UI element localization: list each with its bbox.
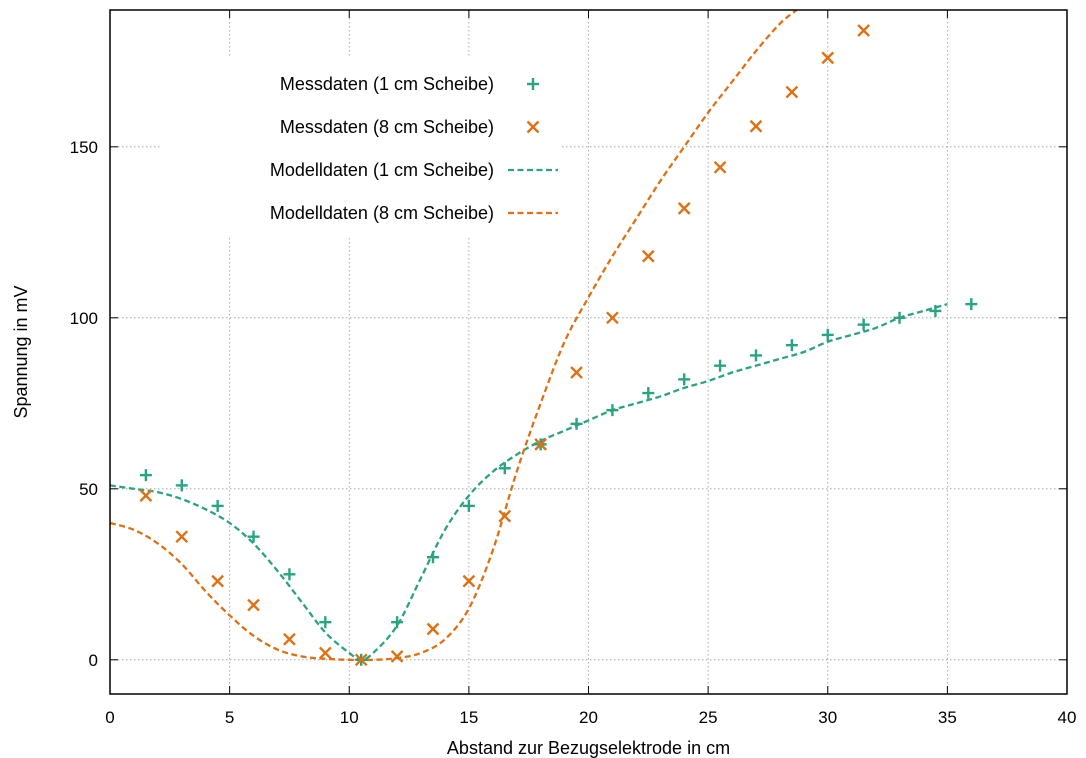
- data-point: [319, 616, 332, 629]
- x-tick-label: 0: [105, 708, 114, 727]
- legend-label: Messdaten (1 cm Scheibe): [280, 74, 494, 94]
- legend-symbol: [527, 78, 539, 90]
- grid: [110, 10, 1067, 694]
- data-point: [318, 646, 332, 660]
- y-tick-label: 100: [70, 309, 98, 328]
- data-point: [785, 339, 798, 352]
- y-axis-title: Spannung in mV: [11, 285, 31, 418]
- data-point: [462, 574, 476, 588]
- plot-frame: [109, 9, 1068, 695]
- data-point: [139, 469, 152, 482]
- marker-series-1: [139, 24, 870, 667]
- data-point: [606, 404, 619, 417]
- data-point: [354, 653, 368, 667]
- data-point: [929, 304, 942, 317]
- data-point: [606, 311, 619, 325]
- data-point: [390, 650, 404, 663]
- model-line-series-3: [110, 10, 798, 662]
- data-point: [857, 24, 870, 37]
- data-point: [498, 462, 511, 475]
- data-point: [247, 530, 260, 543]
- x-tick-label: 35: [938, 708, 957, 727]
- data-point: [534, 437, 547, 451]
- data-point: [211, 574, 225, 588]
- x-tick-label: 30: [818, 708, 837, 727]
- x-tick-label: 10: [340, 708, 359, 727]
- x-tick-label: 20: [579, 708, 598, 727]
- data-point: [498, 509, 512, 523]
- data-point: [570, 417, 583, 430]
- data-point: [139, 489, 153, 502]
- data-point: [175, 530, 189, 544]
- data-point: [426, 622, 440, 636]
- data-point: [893, 311, 906, 324]
- data-point: [426, 551, 439, 564]
- legend-entry-2: Modelldaten (1 cm Scheibe): [270, 160, 558, 180]
- legend-entry-3: Modelldaten (8 cm Scheibe): [270, 203, 558, 223]
- x-tick-label: 40: [1058, 708, 1077, 727]
- legend-background: [160, 58, 560, 238]
- legend-label: Modelldaten (8 cm Scheibe): [270, 203, 494, 223]
- legend-entry-0: Messdaten (1 cm Scheibe): [280, 74, 539, 94]
- model-line-series-2: [110, 303, 948, 661]
- y-tick-label: 0: [89, 651, 98, 670]
- data-point: [678, 373, 691, 386]
- y-tick-label: 150: [70, 138, 98, 157]
- data-point: [677, 202, 691, 215]
- x-axis-title: Abstand zur Bezugselektrode in cm: [447, 738, 730, 758]
- data-point: [642, 387, 655, 400]
- data-point: [965, 298, 978, 311]
- data-point: [821, 328, 834, 341]
- data-point: [714, 359, 727, 372]
- marker-series-0: [139, 298, 978, 666]
- legend-entry-1: Messdaten (8 cm Scheibe): [280, 117, 540, 137]
- data-point: [749, 349, 762, 362]
- data-point: [821, 51, 835, 65]
- series-layer: [110, 10, 978, 667]
- data-point: [749, 119, 763, 133]
- data-point: [857, 318, 870, 331]
- legend: Messdaten (1 cm Scheibe) Messdaten (8 cm …: [160, 58, 560, 238]
- legend-label: Modelldaten (1 cm Scheibe): [270, 160, 494, 180]
- x-tick-label: 5: [225, 708, 234, 727]
- ticks: 0 5 10 15 20 25 30 35 40 0 50 100 150: [70, 10, 1077, 727]
- data-point: [641, 249, 655, 263]
- data-point: [713, 160, 727, 174]
- data-point: [283, 568, 296, 581]
- data-point: [247, 598, 260, 612]
- data-point: [211, 499, 224, 512]
- legend-symbol: [526, 120, 540, 134]
- x-tick-label: 15: [459, 708, 478, 727]
- data-point: [462, 499, 475, 512]
- legend-label: Messdaten (8 cm Scheibe): [280, 117, 494, 137]
- data-point: [785, 85, 799, 99]
- x-tick-label: 25: [699, 708, 718, 727]
- y-tick-label: 50: [79, 480, 98, 499]
- data-point: [570, 366, 583, 379]
- data-point: [175, 479, 188, 492]
- data-point: [391, 616, 404, 629]
- data-point: [283, 632, 296, 646]
